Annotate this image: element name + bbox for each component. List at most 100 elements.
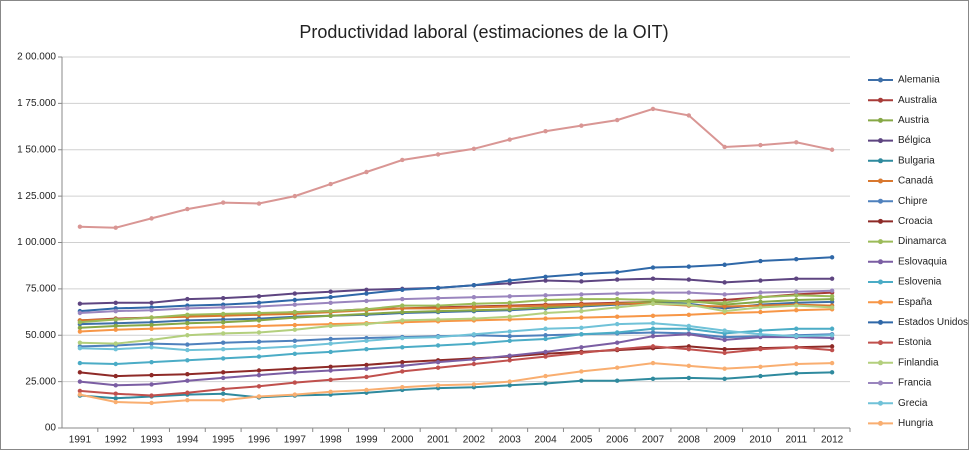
point <box>77 346 83 351</box>
point <box>292 366 298 371</box>
legend-marker <box>878 117 883 123</box>
point <box>113 341 118 346</box>
point <box>722 366 727 371</box>
point <box>794 326 799 331</box>
series-line <box>79 345 833 397</box>
point <box>471 382 477 387</box>
point <box>507 137 512 142</box>
point <box>614 378 620 383</box>
point <box>722 292 727 297</box>
point <box>77 340 83 345</box>
point <box>328 308 333 314</box>
point <box>758 328 763 333</box>
point <box>292 351 298 356</box>
point <box>220 340 226 345</box>
point <box>794 293 799 298</box>
legend-marker <box>878 319 883 325</box>
point <box>614 301 620 306</box>
point <box>400 359 405 365</box>
point <box>614 365 620 370</box>
point <box>149 359 154 365</box>
point <box>579 292 584 297</box>
point <box>829 360 835 366</box>
point <box>328 289 333 294</box>
point <box>77 392 83 397</box>
point <box>185 397 190 403</box>
point <box>507 329 512 334</box>
point <box>758 258 763 264</box>
point <box>543 326 548 331</box>
point <box>292 302 298 307</box>
y-tick-label: 2 00.000 <box>17 52 56 63</box>
point <box>256 323 262 329</box>
point <box>471 305 477 310</box>
point <box>435 303 441 308</box>
point <box>400 384 405 390</box>
point <box>579 279 584 284</box>
point <box>185 206 190 212</box>
point <box>185 372 190 377</box>
legend-marker <box>878 77 883 83</box>
point <box>722 376 727 382</box>
point <box>614 296 620 302</box>
point <box>435 317 441 322</box>
point <box>364 387 369 393</box>
point <box>794 297 799 303</box>
point <box>149 337 154 343</box>
point <box>686 264 692 269</box>
point <box>543 274 548 280</box>
point <box>829 147 835 152</box>
point <box>256 346 262 351</box>
point <box>328 349 333 355</box>
point <box>292 291 298 296</box>
point <box>292 322 298 328</box>
point <box>292 344 298 349</box>
point <box>543 349 548 355</box>
legend-marker <box>878 340 883 346</box>
point <box>256 304 262 309</box>
series-line <box>79 333 833 387</box>
point <box>292 309 298 315</box>
point <box>149 400 154 406</box>
legend-marker <box>878 299 883 305</box>
point <box>292 327 298 332</box>
point <box>758 290 763 295</box>
point <box>400 345 405 350</box>
point <box>829 294 835 299</box>
chart-title: Productividad laboral (estimaciones de l… <box>299 22 668 42</box>
point <box>650 320 656 326</box>
point <box>614 321 620 327</box>
point <box>400 309 405 315</box>
legend-label: Francia <box>898 378 932 389</box>
point <box>185 342 190 347</box>
point <box>686 312 692 318</box>
point <box>829 344 835 349</box>
point <box>364 287 369 293</box>
point <box>686 375 692 381</box>
point <box>686 277 692 282</box>
point <box>722 328 727 333</box>
point <box>364 338 369 344</box>
point <box>113 361 118 367</box>
point <box>829 347 835 353</box>
point <box>400 296 405 302</box>
point <box>829 276 835 281</box>
series-line <box>79 327 833 366</box>
legend-label: Croacia <box>898 216 933 227</box>
point <box>507 300 512 305</box>
point <box>220 320 226 325</box>
y-tick-label: 00 <box>45 423 57 434</box>
x-tick-label: 1999 <box>355 435 378 446</box>
point <box>77 379 83 384</box>
y-tick-label: 75.000 <box>25 284 56 295</box>
legend-label: Chipre <box>898 196 928 207</box>
point <box>614 340 620 345</box>
point <box>185 347 190 353</box>
legend-label: Bélgica <box>898 135 931 146</box>
point <box>650 330 656 335</box>
x-tick-label: 1997 <box>284 435 307 446</box>
point <box>220 375 226 381</box>
point <box>400 287 405 293</box>
point <box>185 306 190 311</box>
